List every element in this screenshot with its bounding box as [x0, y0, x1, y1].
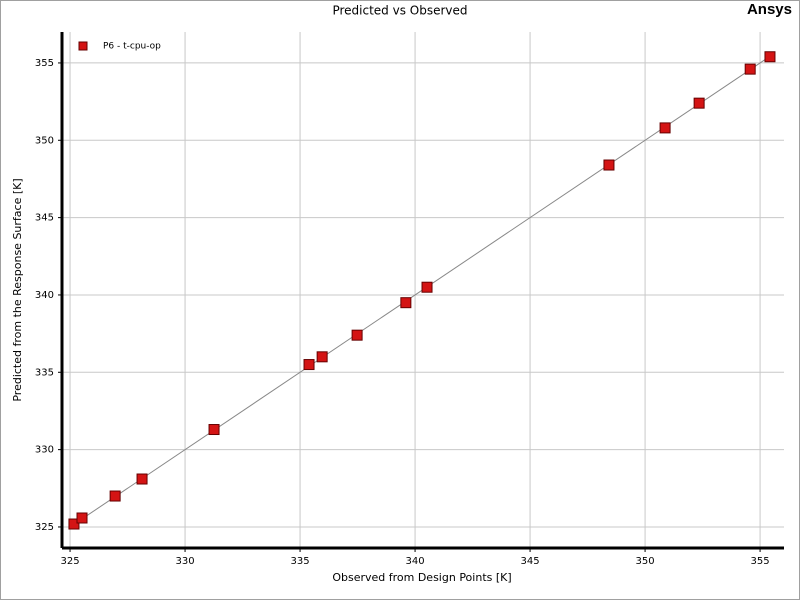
point [744, 63, 756, 75]
point [208, 424, 220, 436]
y-tick-label: 330 [35, 445, 54, 456]
legend-label: P6 - t-cpu-op [103, 42, 161, 52]
x-tick-label: 350 [636, 556, 655, 567]
point [303, 359, 315, 371]
y-tick-label: 335 [35, 367, 54, 378]
y-tick-label: 325 [35, 522, 54, 533]
y-tick-label: 345 [35, 213, 54, 224]
point [400, 297, 412, 309]
point [136, 473, 148, 485]
x-axis-label: Observed from Design Points [K] [332, 571, 511, 584]
y-tick-label: 340 [35, 290, 54, 301]
point [316, 351, 328, 363]
point [764, 51, 776, 63]
y-axis-label: Predicted from the Response Surface [K] [11, 178, 24, 401]
x-tick-label: 355 [751, 556, 770, 567]
x-tick-label: 345 [521, 556, 540, 567]
x-tick-label: 335 [291, 556, 310, 567]
point [421, 281, 433, 293]
chart-title: Predicted vs Observed [332, 4, 467, 18]
y-tick-label: 350 [35, 135, 54, 146]
x-tick-label: 330 [176, 556, 195, 567]
point [109, 490, 121, 502]
legend-marker [78, 41, 88, 51]
brand-logo: Ansys [747, 1, 792, 18]
x-tick-label: 325 [61, 556, 80, 567]
y-tick-label: 355 [35, 58, 54, 69]
point [693, 97, 705, 109]
point [351, 329, 363, 341]
point [68, 518, 80, 530]
point [76, 512, 88, 524]
x-tick-label: 340 [406, 556, 425, 567]
point [659, 122, 671, 134]
point [603, 159, 615, 171]
